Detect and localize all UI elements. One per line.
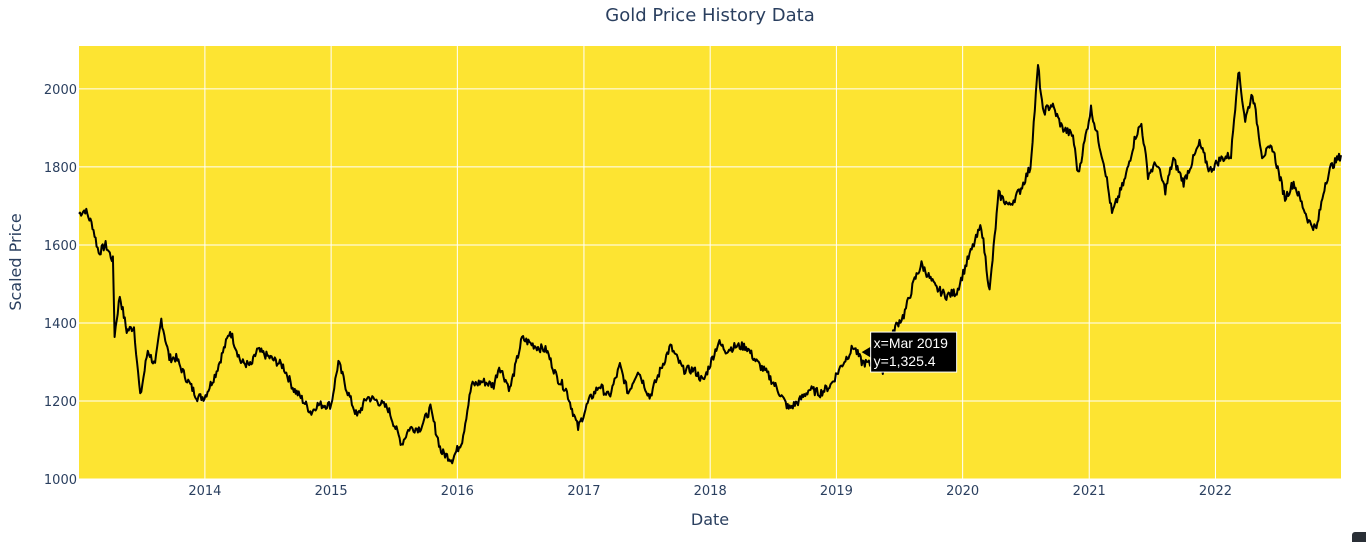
hover-tooltip: x=Mar 2019 y=1,325.4: [861, 331, 958, 373]
x-tick-label: 2018: [694, 484, 727, 499]
y-tick-label: 1600: [44, 239, 77, 254]
x-tick-label: 2016: [441, 484, 474, 499]
hover-tooltip-pointer: [861, 346, 872, 359]
y-axis-tick-labels: 1000 1200 1400 1600 1800 2000: [44, 83, 77, 488]
price-series-line[interactable]: [78, 64, 1342, 465]
x-tick-label: 2020: [946, 484, 979, 499]
hover-tooltip-box: [870, 331, 958, 373]
corner-control-button[interactable]: [1352, 532, 1366, 542]
x-tick-label: 2014: [188, 484, 221, 499]
y-tick-label: 1000: [44, 473, 77, 488]
y-tick-label: 1800: [44, 161, 77, 176]
hover-y-text: y=1,325.4: [874, 353, 936, 369]
x-tick-label: 2022: [1199, 484, 1232, 499]
hover-x-text: x=Mar 2019: [874, 335, 949, 351]
x-tick-label: 2021: [1073, 484, 1106, 499]
x-gridlines: [204, 46, 1216, 479]
y-tick-label: 1200: [44, 395, 77, 410]
x-axis-tick-labels: 2014 2015 2016 2017 2018 2019 2020 2021 2022: [188, 484, 1232, 499]
x-tick-label: 2015: [315, 484, 348, 499]
y-axis-title: Scaled Price: [6, 213, 25, 310]
x-axis-title: Date: [691, 510, 729, 529]
y-tick-label: 2000: [44, 83, 77, 98]
chart-title: Gold Price History Data: [605, 5, 814, 26]
y-tick-label: 1400: [44, 317, 77, 332]
x-tick-label: 2017: [567, 484, 600, 499]
x-tick-label: 2019: [820, 484, 853, 499]
